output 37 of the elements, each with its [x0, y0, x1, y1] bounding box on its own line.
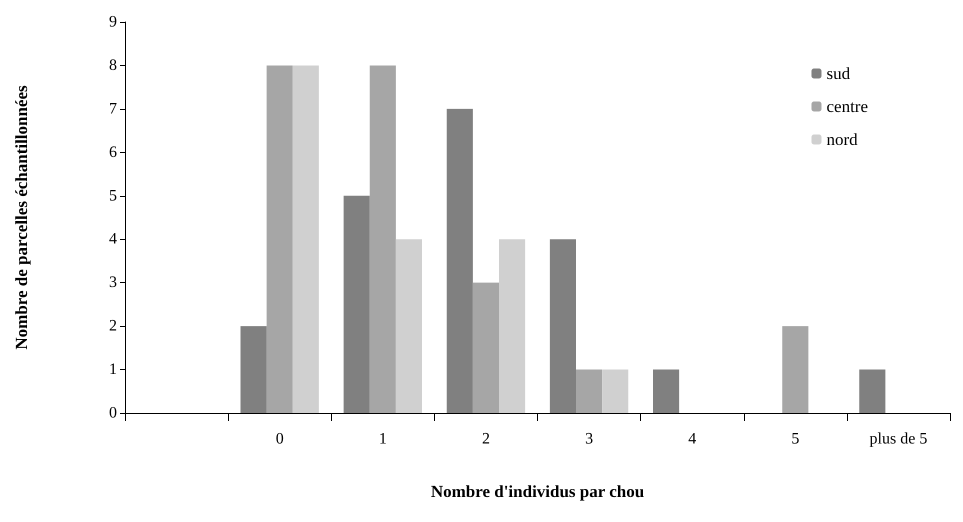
x-tick-label: 3 [585, 430, 594, 448]
y-tick-label: 6 [109, 144, 117, 161]
bar [266, 65, 293, 413]
legend-label: centre [826, 97, 868, 116]
y-tick-label: 0 [109, 404, 117, 422]
bar [344, 196, 370, 413]
bar [550, 239, 576, 413]
bar [782, 326, 808, 413]
x-tick-label: 5 [791, 430, 800, 448]
y-tick-label: 1 [109, 361, 117, 378]
x-tick-label: 0 [276, 430, 284, 448]
y-tick-label: 3 [109, 274, 117, 292]
x-tick-label: 1 [378, 430, 387, 448]
x-axis-title: Nombre d'individus par chou [430, 482, 644, 501]
bar [472, 282, 499, 413]
bar [292, 65, 319, 413]
y-tick-label: 8 [109, 56, 117, 74]
bar [576, 370, 602, 413]
bar [396, 239, 422, 413]
y-axis-title: Nombre de parcelles échantillonnées [12, 84, 31, 350]
x-tick-label: 4 [688, 430, 696, 448]
y-tick-label: 2 [109, 318, 117, 335]
y-tick-label: 5 [109, 187, 117, 204]
y-tick-label: 9 [109, 14, 117, 30]
bar [859, 370, 886, 413]
y-tick-label: 4 [109, 230, 117, 248]
legend-label: sud [826, 64, 851, 83]
x-tick-label: 2 [482, 430, 490, 448]
bar [653, 370, 680, 413]
bar [499, 239, 526, 413]
legend-label: nord [826, 130, 858, 149]
bar [370, 65, 396, 413]
x-tick-label: plus de 5 [870, 430, 928, 448]
bar [446, 108, 473, 413]
bar [602, 370, 628, 413]
y-tick-label: 7 [109, 100, 117, 118]
bar [240, 326, 267, 413]
